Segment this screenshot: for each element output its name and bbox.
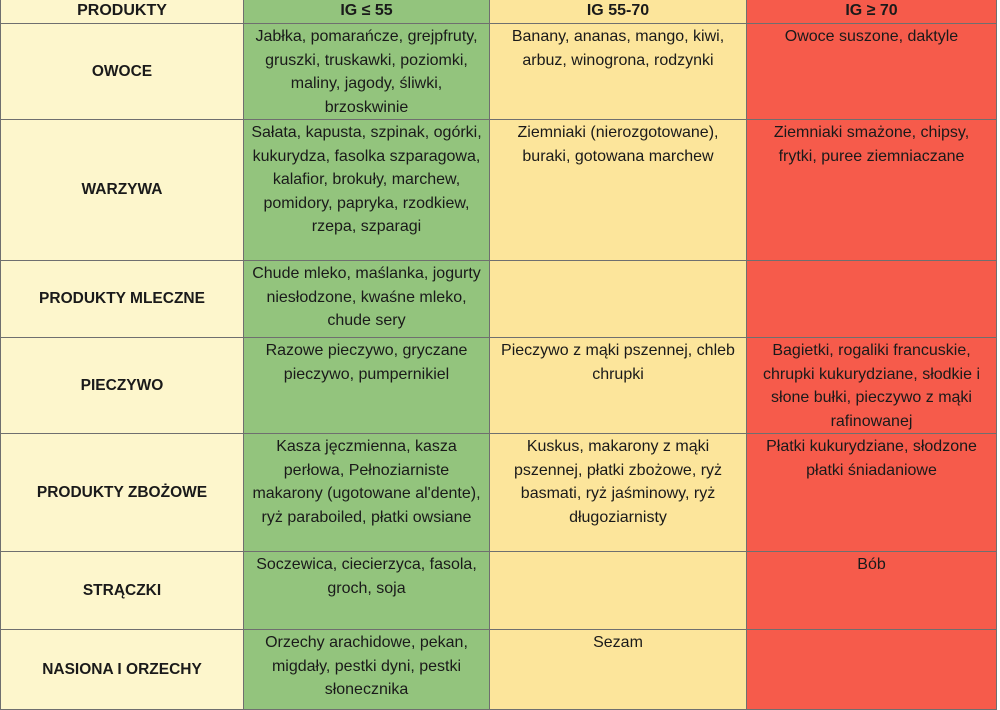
- header-ig-low: IG ≤ 55: [243, 0, 490, 24]
- table-row: PRODUKTY ZBOŻOWE Kasza jęczmienna, kasza…: [0, 433, 997, 552]
- low-ig-cell: Razowe pieczywo, gryczane pieczywo, pump…: [243, 337, 490, 434]
- mid-ig-cell: [489, 260, 747, 338]
- high-ig-cell: [746, 629, 997, 710]
- header-ig-high: IG ≥ 70: [746, 0, 997, 24]
- low-ig-cell: Sałata, kapusta, szpinak, ogórki, kukury…: [243, 119, 490, 261]
- low-ig-cell: Chude mleko, maślanka, jogurty niesłodzo…: [243, 260, 490, 338]
- category-cell: PIECZYWO: [0, 337, 244, 434]
- high-ig-cell: Bób: [746, 551, 997, 630]
- table-row: WARZYWA Sałata, kapusta, szpinak, ogórki…: [0, 119, 997, 261]
- category-cell: STRĄCZKI: [0, 551, 244, 630]
- mid-ig-cell: Banany, ananas, mango, kiwi, arbuz, wino…: [489, 23, 747, 120]
- category-cell: WARZYWA: [0, 119, 244, 261]
- table-row: PIECZYWO Razowe pieczywo, gryczane piecz…: [0, 337, 997, 434]
- high-ig-cell: Owoce suszone, daktyle: [746, 23, 997, 120]
- mid-ig-cell: Kuskus, makarony z mąki pszennej, płatki…: [489, 433, 747, 552]
- header-products: PRODUKTY: [0, 0, 244, 24]
- table-row: STRĄCZKI Soczewica, ciecierzyca, fasola,…: [0, 551, 997, 630]
- table-row: NASIONA I ORZECHY Orzechy arachidowe, pe…: [0, 629, 997, 710]
- mid-ig-cell: Pieczywo z mąki pszennej, chleb chrupki: [489, 337, 747, 434]
- low-ig-cell: Kasza jęczmienna, kasza perłowa, Pełnozi…: [243, 433, 490, 552]
- table-row: OWOCE Jabłka, pomarańcze, grejpfruty, gr…: [0, 23, 997, 120]
- high-ig-cell: [746, 260, 997, 338]
- high-ig-cell: Bagietki, rogaliki francuskie, chrupki k…: [746, 337, 997, 434]
- header-ig-mid: IG 55-70: [489, 0, 747, 24]
- high-ig-cell: Płatki kukurydziane, słodzone płatki śni…: [746, 433, 997, 552]
- low-ig-cell: Orzechy arachidowe, pekan, migdały, pest…: [243, 629, 490, 710]
- category-cell: NASIONA I ORZECHY: [0, 629, 244, 710]
- table-row: PRODUKTY MLECZNE Chude mleko, maślanka, …: [0, 260, 997, 338]
- mid-ig-cell: Ziemniaki (nierozgotowane), buraki, goto…: [489, 119, 747, 261]
- mid-ig-cell: [489, 551, 747, 630]
- category-cell: OWOCE: [0, 23, 244, 120]
- category-cell: PRODUKTY ZBOŻOWE: [0, 433, 244, 552]
- high-ig-cell: Ziemniaki smażone, chipsy, frytki, puree…: [746, 119, 997, 261]
- category-cell: PRODUKTY MLECZNE: [0, 260, 244, 338]
- header-row: PRODUKTY IG ≤ 55 IG 55-70 IG ≥ 70: [0, 0, 997, 24]
- mid-ig-cell: Sezam: [489, 629, 747, 710]
- low-ig-cell: Jabłka, pomarańcze, grejpfruty, gruszki,…: [243, 23, 490, 120]
- low-ig-cell: Soczewica, ciecierzyca, fasola, groch, s…: [243, 551, 490, 630]
